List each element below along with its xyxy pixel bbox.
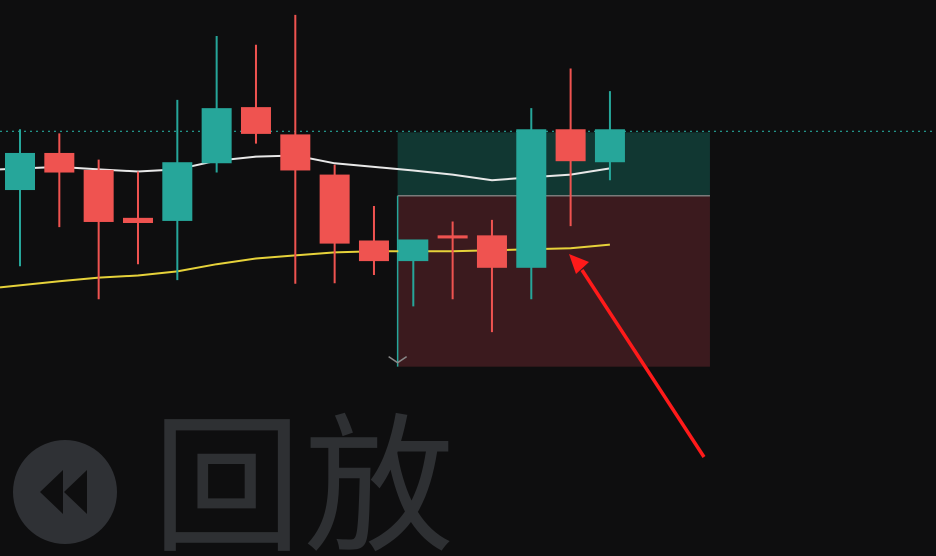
candle-body <box>516 129 547 268</box>
candle <box>319 164 350 284</box>
loss-zone <box>397 195 710 367</box>
candle <box>358 206 389 276</box>
candle-body <box>358 240 389 262</box>
replay-button[interactable] <box>13 440 117 544</box>
candle-body <box>398 239 429 262</box>
candle <box>162 99 193 281</box>
candle <box>201 36 232 173</box>
candle <box>5 129 35 267</box>
candle <box>122 171 153 265</box>
candle <box>83 159 114 300</box>
candle-body <box>44 152 75 173</box>
candle-body <box>162 162 193 221</box>
candle-body <box>555 129 586 162</box>
candle <box>476 219 507 333</box>
candle <box>280 14 311 284</box>
candle-body <box>280 134 311 171</box>
rewind-icon <box>40 470 87 514</box>
candle <box>555 68 586 227</box>
annotation-arrow-head <box>569 254 589 274</box>
replay-label: 回放 <box>152 401 457 556</box>
candle-body <box>5 152 35 191</box>
ma-fast-line <box>0 154 611 182</box>
candle-body <box>122 217 153 223</box>
candle <box>437 221 468 300</box>
candle <box>398 239 429 307</box>
candle-body <box>437 235 468 239</box>
candle <box>44 133 75 228</box>
annotation-arrow-shaft <box>580 269 706 458</box>
candle-body <box>201 108 232 164</box>
candle-body <box>594 129 625 163</box>
candle-body <box>476 235 507 268</box>
candle-body <box>240 107 271 134</box>
zone-handle <box>388 356 408 364</box>
candle <box>516 108 547 300</box>
candle-body <box>83 169 114 222</box>
ma-slow-line <box>0 243 610 289</box>
candle <box>594 91 625 181</box>
candle <box>240 44 271 144</box>
candle-body <box>319 174 350 244</box>
profit-zone <box>397 132 710 196</box>
